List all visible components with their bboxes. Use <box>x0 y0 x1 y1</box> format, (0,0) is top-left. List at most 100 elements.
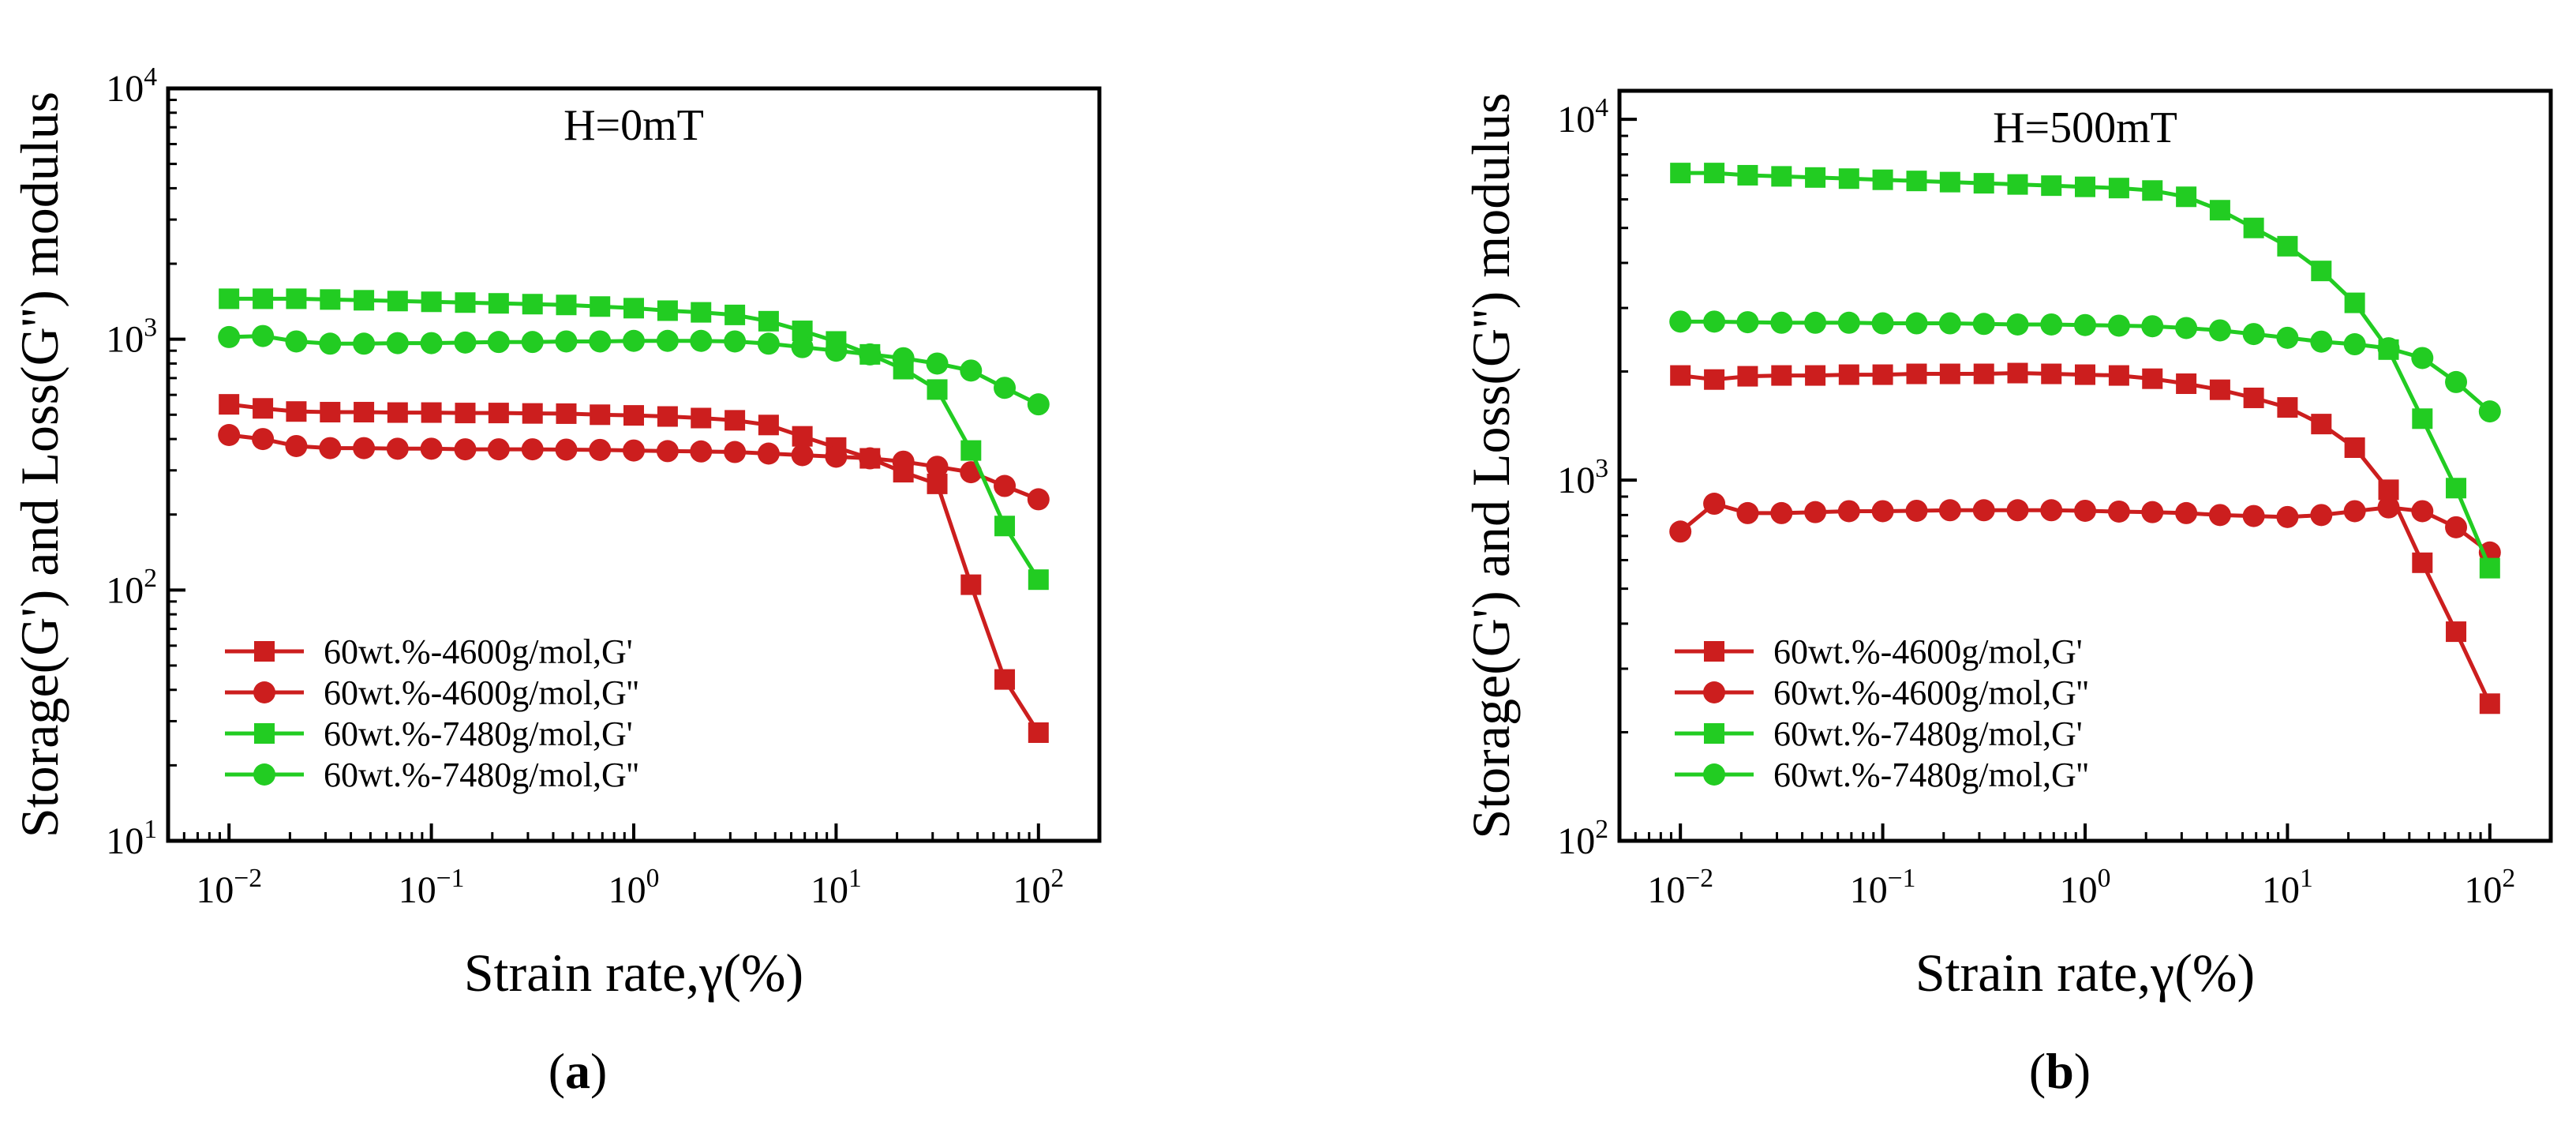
panel-a-y-tick-label: 104 <box>106 62 157 110</box>
panel-a-data-point <box>354 402 375 423</box>
panel-b-x-tick-label-exp: 2 <box>2502 864 2515 893</box>
panel-a-data-point <box>522 294 543 315</box>
panel-a-legend-marker <box>254 723 275 744</box>
panel-b-data-point <box>1736 501 1759 524</box>
panel-a-x-tick-label: 10−1 <box>399 864 465 911</box>
panel-a-data-point <box>253 398 274 419</box>
panel-a-x-tick-label-exp: 1 <box>848 864 862 893</box>
panel-a-data-point <box>656 440 679 463</box>
panel-a-data-point <box>960 440 982 461</box>
panel-b-data-point <box>1939 171 1960 193</box>
panel-a-data-point <box>589 330 612 353</box>
panel-a-data-point <box>420 332 443 354</box>
panel-a-data-point <box>960 359 983 382</box>
panel-b-data-point <box>2108 365 2129 386</box>
panel-a-data-point <box>319 437 342 459</box>
panel-a-data-point <box>521 331 544 354</box>
panel-b-data-point <box>1938 312 1961 335</box>
panel-a-data-point <box>757 442 780 465</box>
panel-b-y-axis-title: Storage(G') and Loss(G'') modulus <box>1461 92 1521 838</box>
panel-b-x-tick-label-base: 10 <box>1647 869 1685 911</box>
panel-b-plot-frame <box>1617 88 2553 843</box>
panel-b-data-point <box>1838 168 1859 189</box>
panel-b-y-axis: 102 103 104 <box>1557 93 1637 862</box>
panel-b-y-tick-label: 103 <box>1557 454 1608 501</box>
panel-b-data-point <box>2041 363 2062 384</box>
panel-a-data-point <box>892 450 915 473</box>
panel-b-x-tick-label: 100 <box>2060 864 2111 911</box>
panel-b-data-point <box>2277 397 2298 418</box>
panel-b-data-point <box>2040 313 2063 336</box>
panel-a-data-point <box>285 434 308 457</box>
panel-a-data-point <box>387 291 408 312</box>
panel-b-data-point <box>2175 317 2198 339</box>
panel-a-data-point <box>1028 722 1049 743</box>
panel-a-legend-label: 60wt.%-7480g/mol,G' <box>324 715 633 753</box>
panel-a-y-tick-label-exp: 2 <box>144 564 157 593</box>
panel-a-data-point <box>690 440 713 463</box>
panel-a-data-point <box>556 294 577 316</box>
panel-a-x-tick-label-exp: −2 <box>234 864 262 893</box>
panel-a-data-point <box>994 669 1016 690</box>
panel-a-data-point <box>691 407 712 429</box>
panel-a-x-tick-label: 101 <box>811 864 862 911</box>
panel-b-data-point <box>2142 368 2163 389</box>
panel-b-data-point <box>1703 493 1726 516</box>
panel-a-data-point <box>724 330 747 353</box>
panel-b-data-point <box>1871 500 1894 523</box>
panel-a-data-point <box>421 291 442 313</box>
panel-b-legend-marker <box>1703 681 1725 703</box>
panel-b-data-point <box>2445 370 2468 393</box>
panel-b-data-point <box>1805 365 1826 386</box>
panel-a-y-tick-label: 102 <box>106 564 157 611</box>
panel-a-data-point <box>320 289 341 310</box>
panel-b-data-point <box>1703 310 1726 333</box>
panel-a-data-point <box>859 343 882 366</box>
panel-b-data-point <box>2344 437 2365 459</box>
panel-a-data-point <box>691 302 712 323</box>
panel-a-data-point <box>623 329 645 352</box>
panel-a-data-point <box>455 292 476 313</box>
panel-a-data-point <box>354 290 375 311</box>
panel-a-data-point <box>421 402 442 423</box>
panel-b-data-point <box>2310 330 2333 353</box>
panel-a-data-point <box>455 403 476 424</box>
panel-b-y-tick-label-exp: 2 <box>1595 815 1608 844</box>
panel-a-data-point <box>792 426 813 447</box>
panel-b-data-point <box>1972 313 1995 336</box>
panel-a-data-point <box>926 352 949 375</box>
panel-a-data-point <box>758 414 779 436</box>
panel-b-data-point <box>1670 163 1691 184</box>
panel-b-x-tick-label: 101 <box>2262 864 2313 911</box>
panel-b-data-point <box>2243 387 2264 408</box>
panel-b-x-tick-label-exp: 1 <box>2300 864 2313 893</box>
panel-a-data-point <box>420 437 443 460</box>
panel-a-data-point <box>656 329 679 352</box>
panel-b-data-point <box>2176 186 2197 208</box>
panel-b-data-point <box>1737 164 1758 186</box>
panel-a-data-point <box>285 330 308 353</box>
panel-b-data-point <box>2209 200 2230 221</box>
panel-b-data-point <box>2075 176 2095 197</box>
panel-b-legend-label: 60wt.%-4600g/mol,G'' <box>1773 673 2089 712</box>
panel-a-x-tick-label-base: 10 <box>196 869 234 911</box>
panel-a-data-point <box>724 410 746 431</box>
panel-a-legend-marker <box>254 641 275 662</box>
panel-a-data-point <box>556 403 577 424</box>
panel-b-data-point <box>2445 516 2468 538</box>
panel-b-data-point <box>1938 499 1961 522</box>
panel-a-data-point <box>353 437 376 459</box>
panel-b-data-point <box>2479 557 2500 579</box>
panel-b-data-point <box>1770 501 1793 524</box>
panel-b-y-tick-label: 104 <box>1557 93 1608 141</box>
panel-a-x-tick-label-exp: −1 <box>436 864 465 893</box>
panel-b-y-tick-label-base: 10 <box>1557 820 1595 862</box>
panel-a-data-point <box>590 404 611 426</box>
panel-a-data-point <box>690 329 713 352</box>
panel-b-legend-marker <box>1704 723 1724 744</box>
panel-a-x-tick-label-exp: 2 <box>1050 864 1064 893</box>
panel-b-data-point <box>1670 365 1691 386</box>
panel-b-x-tick-label: 10−2 <box>1647 864 1713 911</box>
panel-b-x-tick-label-exp: −2 <box>1685 864 1713 893</box>
panel-b-data-point <box>2377 337 2400 360</box>
